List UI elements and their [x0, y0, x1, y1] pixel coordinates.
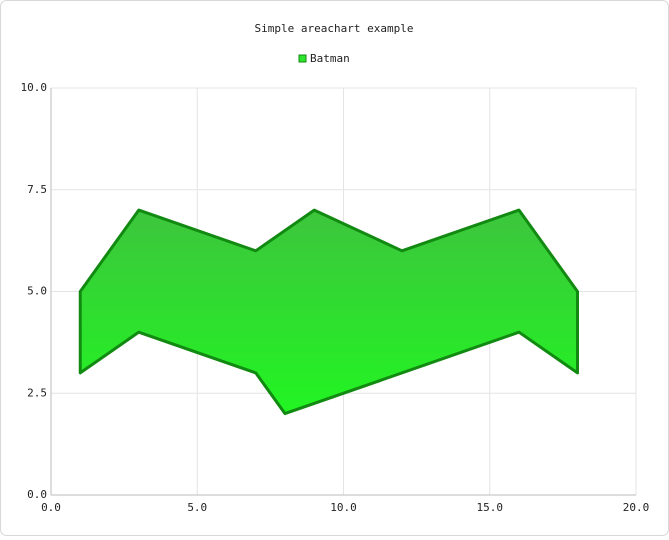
x-tick-label: 20.0 — [623, 501, 650, 514]
legend-swatch — [298, 54, 307, 63]
legend-label: Batman — [310, 52, 350, 65]
y-tick-label: 0.0 — [27, 488, 47, 501]
x-tick-label: 15.0 — [477, 501, 504, 514]
x-tick-label: 10.0 — [330, 501, 357, 514]
chart-title: Simple areachart example — [255, 22, 414, 35]
x-tick-label: 5.0 — [187, 501, 207, 514]
area-fill — [78, 208, 579, 416]
x-tick-label: 0.0 — [41, 501, 61, 514]
y-tick-label: 7.5 — [27, 183, 47, 196]
y-tick-label: 2.5 — [27, 386, 47, 399]
y-tick-label: 5.0 — [27, 285, 47, 298]
y-tick-label: 10.0 — [21, 81, 48, 94]
